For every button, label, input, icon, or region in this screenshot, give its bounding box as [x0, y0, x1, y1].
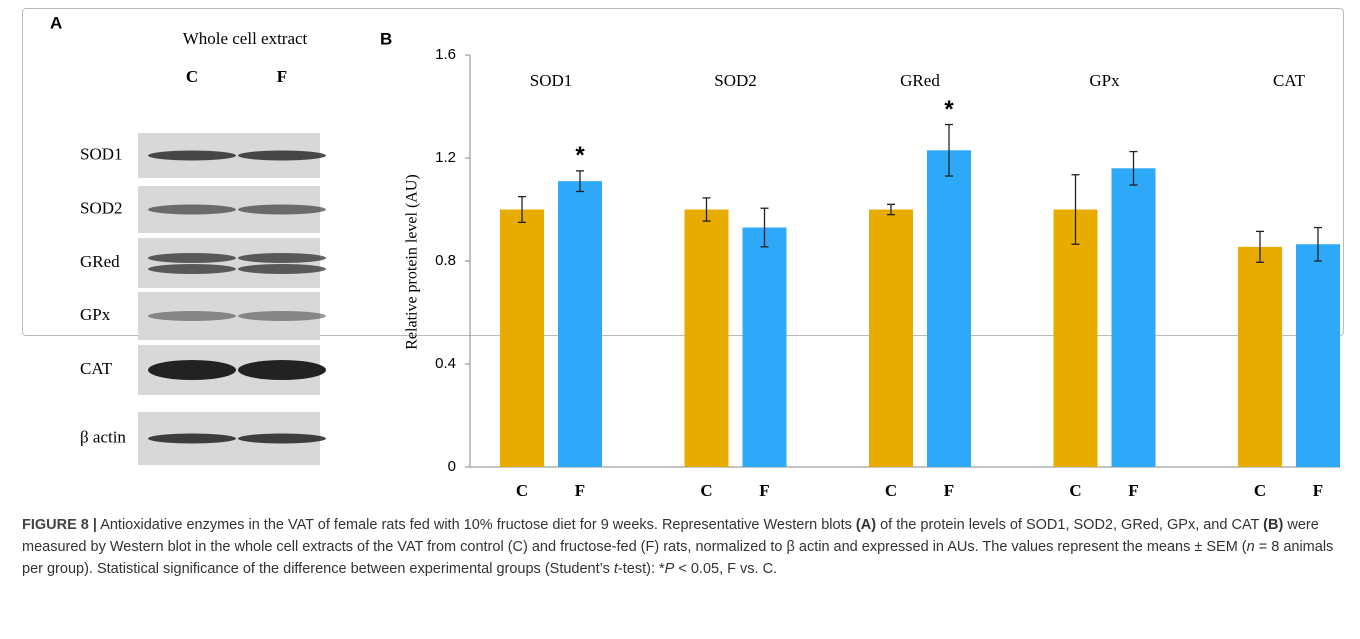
caption-text: (A): [856, 517, 876, 533]
blot-row-label: β actin: [80, 427, 126, 446]
caption-text: < 0.05, F vs. C.: [674, 561, 777, 577]
blot-band: [148, 151, 236, 161]
significance-mark: *: [944, 96, 954, 123]
blot-title: Whole cell extract: [183, 29, 308, 48]
bar-label: C: [516, 481, 528, 500]
caption-text: (B): [1263, 517, 1283, 533]
bar-label: F: [759, 481, 769, 500]
blot-band: [238, 151, 326, 161]
bar: [1054, 210, 1098, 468]
blot-band: [238, 264, 326, 274]
caption-text: Antioxidative enzymes in the VAT of fema…: [97, 517, 856, 533]
blot-row-label: SOD2: [80, 198, 123, 217]
caption: FIGURE 8 | Antioxidative enzymes in the …: [22, 514, 1338, 580]
bar-label: C: [1069, 481, 1081, 500]
figure: A Whole cell extract B Relative protein …: [0, 0, 1360, 500]
bar: [743, 228, 787, 467]
page: A Whole cell extract B Relative protein …: [0, 0, 1360, 639]
blot-row-label: GPx: [80, 305, 111, 324]
bar-label: F: [1128, 481, 1138, 500]
blot-row-label: SOD1: [80, 144, 123, 163]
bar-label: F: [1313, 481, 1323, 500]
panel-label: A: [50, 13, 62, 32]
bar-label: C: [885, 481, 897, 500]
blot-band: [148, 205, 236, 215]
y-tick-label: 0.8: [435, 252, 456, 269]
caption-text: FIGURE 8 |: [22, 517, 97, 533]
y-tick-label: 0: [448, 458, 456, 475]
bar: [1296, 244, 1340, 467]
y-tick-label: 0.4: [435, 355, 456, 372]
bar-label: C: [700, 481, 712, 500]
bar: [558, 181, 602, 467]
caption-text: n: [1247, 539, 1255, 555]
bar: [685, 210, 729, 468]
bar: [500, 210, 544, 468]
group-label: SOD1: [530, 71, 573, 90]
group-label: CAT: [1273, 71, 1306, 90]
bar: [927, 150, 971, 467]
bar: [869, 210, 913, 468]
y-tick-label: 1.6: [435, 46, 456, 63]
group-label: GRed: [900, 71, 940, 90]
bar-label: F: [575, 481, 585, 500]
bar-label: F: [944, 481, 954, 500]
bar: [1238, 247, 1282, 467]
blot-row-label: GRed: [80, 252, 120, 271]
y-axis-label: Relative protein level (AU): [404, 174, 421, 350]
panel-label: B: [380, 29, 392, 48]
group-label: SOD2: [714, 71, 757, 90]
y-tick-label: 1.2: [435, 149, 456, 166]
blot-band: [148, 264, 236, 274]
blot-row-label: CAT: [80, 359, 113, 378]
lane-label: F: [277, 67, 287, 86]
blot-strip: [138, 238, 320, 288]
bar: [1112, 168, 1156, 467]
caption-text: -test): *: [618, 561, 665, 577]
blot-band: [238, 311, 326, 321]
blot-band: [238, 205, 326, 215]
group-label: GPx: [1089, 71, 1120, 90]
caption-text: of the protein levels of SOD1, SOD2, GRe…: [876, 517, 1263, 533]
blot-band: [148, 311, 236, 321]
blot-band: [238, 434, 326, 444]
caption-text: P: [665, 561, 675, 577]
significance-mark: *: [575, 142, 585, 169]
blot-band: [148, 253, 236, 263]
bar-label: C: [1254, 481, 1266, 500]
blot-band: [148, 434, 236, 444]
lane-label: C: [186, 67, 198, 86]
blot-band: [238, 360, 326, 380]
blot-band: [238, 253, 326, 263]
blot-band: [148, 360, 236, 380]
